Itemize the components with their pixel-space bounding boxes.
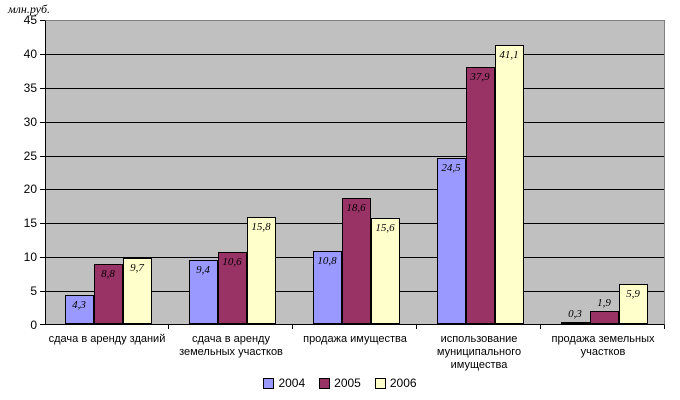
bar-value-label: 24,5: [441, 162, 461, 174]
y-axis-tick: [40, 223, 45, 225]
bar-value-label: 0,3: [568, 308, 582, 320]
category-label: сдача в аренду зданий: [48, 333, 166, 345]
category-label: продажа земельных участков: [551, 333, 655, 358]
y-tick-label: 15: [23, 216, 37, 231]
bar: 4,3: [64, 295, 94, 324]
bar-value-label: 37,9: [470, 71, 490, 83]
bar: 24,5: [436, 158, 466, 324]
y-axis-tick: [40, 53, 45, 55]
category-axis-tick: [540, 325, 541, 329]
bar: 10,6: [217, 252, 247, 324]
y-tick-label: 5: [30, 284, 37, 299]
bar: 9,7: [122, 258, 152, 324]
gridline: [46, 121, 664, 123]
bar-group: 9,4 10,6 15,8: [170, 21, 294, 324]
bar-value-label: 41,1: [499, 49, 519, 61]
category-axis-tick: [416, 325, 417, 329]
bar-group: 0,3 1,9 5,9: [542, 21, 666, 324]
bar: 15,8: [246, 217, 276, 324]
bar-value-label: 15,6: [375, 222, 395, 234]
y-axis-tick: [40, 121, 45, 123]
bar: 0,3: [560, 308, 590, 324]
y-axis-tick: [40, 155, 45, 157]
bar-value-label: 5,9: [626, 288, 640, 300]
y-tick-label: 20: [23, 182, 37, 197]
category-axis-tick: [292, 325, 293, 329]
legend-swatch-2004: [263, 377, 275, 389]
bar-group: 10,8 18,6 15,6: [294, 21, 418, 324]
bar-group: 24,5 37,9 41,1: [418, 21, 542, 324]
legend-swatch-2006: [374, 377, 386, 389]
bar-value-label: 9,7: [130, 262, 144, 274]
gridline: [46, 189, 664, 191]
bar: 8,8: [93, 264, 123, 324]
bar-value-label: 15,8: [251, 221, 271, 233]
y-axis-tick: [40, 87, 45, 89]
category-label: сдача в аренду земельных участков: [179, 333, 283, 358]
y-tick-label: 10: [23, 250, 37, 265]
bar: 10,8: [312, 251, 342, 324]
bar: 18,6: [341, 198, 371, 324]
y-axis-tick: [40, 324, 45, 325]
bar-value-label: 4,3: [72, 299, 86, 311]
y-tick-label: 25: [23, 148, 37, 163]
bar-value-label: 10,6: [222, 256, 242, 268]
gridline: [46, 87, 664, 89]
y-axis-tick: [40, 189, 45, 191]
legend-item: 2004: [263, 376, 305, 390]
category-label: использование муниципального имущества: [436, 333, 522, 371]
category-axis-tick: [168, 325, 169, 329]
plot-area: 4,3 8,8 9,7 9,4 10,6 15,8 10,8 18,6 15,6 24,5 37,9…: [45, 20, 665, 325]
bar: 15,6: [370, 218, 400, 324]
y-axis-tick: [40, 257, 45, 259]
bar-value-label: 9,4: [196, 264, 210, 276]
y-axis-tick: [40, 20, 45, 21]
y-tick-label: 30: [23, 114, 37, 129]
legend-label: 2006: [389, 376, 417, 390]
category-axis-tick: [664, 325, 665, 329]
bar: 37,9: [465, 67, 495, 324]
y-tick-label: 45: [23, 13, 37, 27]
gridline: [46, 53, 664, 55]
bar-value-label: 8,8: [101, 268, 115, 280]
bar-group: 4,3 8,8 9,7: [46, 21, 170, 324]
gridline: [46, 155, 664, 157]
y-tick-label: 35: [23, 80, 37, 95]
bar: 1,9: [589, 297, 619, 324]
legend-item: 2006: [374, 376, 417, 390]
bar: 5,9: [618, 284, 648, 324]
legend: 2004 2005 2006: [0, 376, 680, 390]
legend-label: 2004: [278, 376, 306, 390]
legend-item: 2005: [319, 376, 361, 390]
bar: 41,1: [494, 45, 524, 324]
y-axis-tick: [40, 291, 45, 293]
bar-value-label: 18,6: [346, 202, 366, 214]
legend-swatch-2005: [319, 377, 331, 389]
bar-value-label: 10,8: [317, 255, 337, 267]
y-tick-label: 40: [23, 46, 37, 61]
y-axis-units-label: млн.руб.: [8, 2, 51, 16]
legend-label: 2005: [334, 376, 361, 390]
bar: 9,4: [188, 260, 218, 324]
y-tick-label: 0: [30, 318, 37, 332]
bar-value-label: 1,9: [597, 297, 611, 309]
category-label: продажа имущества: [303, 333, 407, 345]
